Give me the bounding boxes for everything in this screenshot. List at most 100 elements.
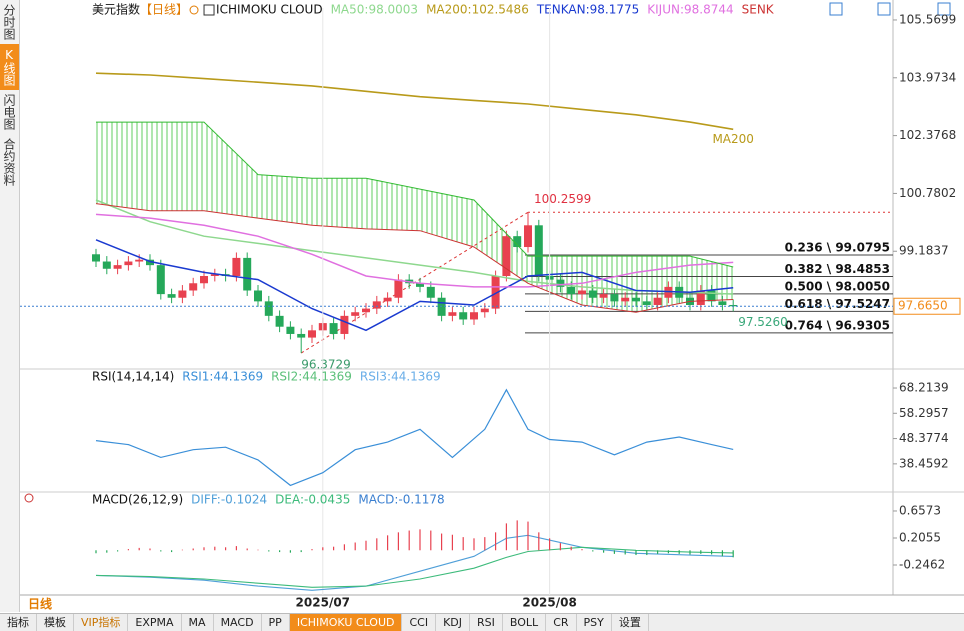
icon [24, 493, 34, 503]
last-price-box [893, 297, 961, 315]
candle-body [470, 312, 478, 320]
toolbar-tab[interactable]: EXPMA [128, 614, 182, 631]
y-tick-label: 68.2139 [899, 381, 949, 395]
legend-entry: MA200:102.5486 [426, 3, 529, 17]
legend-entry: KIJUN:98.8744 [647, 3, 733, 17]
annotation: 97.5260 [738, 315, 788, 329]
legend-entry: RSI2:44.1369 [271, 370, 352, 384]
macd-line [95, 546, 734, 588]
candle-body [178, 290, 187, 298]
toolbar-tab[interactable]: 指标 [0, 614, 37, 631]
toolbar-tab[interactable]: CR [546, 614, 577, 631]
toolbar-tab[interactable]: PSY [577, 614, 612, 631]
candle-body [102, 261, 111, 269]
toolbar-tab[interactable]: MA [182, 614, 214, 631]
sidebar-tab[interactable]: 闪电图 [2, 94, 16, 130]
candle-body [362, 308, 370, 313]
legend-entry: MA50:98.0003 [331, 3, 419, 17]
candle-body [524, 225, 532, 248]
legend-entry: MACD(26,12,9) [92, 493, 183, 507]
legend-entry: DIFF:-0.1024 [191, 493, 267, 507]
legend-entry: RSI3:44.1369 [360, 370, 441, 384]
candle-body [200, 276, 208, 284]
x-tick-label: 2025/08 [522, 596, 576, 610]
y-tick-label: 0.6573 [899, 503, 941, 517]
toolbar-tab[interactable]: CCI [402, 614, 437, 631]
candle-body [729, 304, 738, 307]
candle-body [92, 254, 100, 262]
low-label: 96.3729 [301, 358, 351, 372]
candle-body [632, 297, 640, 302]
sidebar-tab[interactable]: 分时图 [2, 4, 16, 40]
candle-body [416, 283, 424, 287]
y-tick-label: 0.2055 [899, 530, 941, 544]
toolbar-tab[interactable]: PP [262, 614, 290, 631]
candle-body [480, 308, 489, 313]
toolbar-tab[interactable]: VIP指标 [74, 614, 129, 631]
sidebar-tab[interactable]: K线图 [0, 44, 19, 90]
candle-body [372, 301, 381, 309]
toolbar-tab[interactable]: BOLL [503, 614, 547, 631]
sidebar: 分时图 K线图闪电图合约资料 [0, 0, 20, 612]
legend-entry: 【日线】 [140, 3, 188, 17]
icon[interactable] [937, 2, 951, 16]
line-end-label: MA200 [712, 132, 753, 146]
candle-body [621, 297, 630, 302]
candle-body [718, 301, 727, 305]
indicator-line [95, 239, 734, 332]
legend-entry: RSI1:44.1369 [182, 370, 263, 384]
y-tick-label: 58.2957 [899, 406, 949, 420]
legend-entry: 美元指数 [92, 2, 140, 17]
cloud-fill [96, 122, 734, 313]
candle-body [124, 261, 133, 266]
y-tick-label: 99.1837 [899, 244, 949, 258]
macd-line [95, 534, 734, 591]
candle-body [437, 297, 446, 316]
indicator-line [95, 72, 734, 131]
toolbar-tab[interactable]: 设置 [612, 614, 649, 631]
candle-body [534, 225, 543, 277]
icon [203, 4, 215, 16]
cloud-line [96, 121, 734, 268]
period-label[interactable]: 日线 [28, 597, 53, 611]
candle-body [286, 326, 295, 334]
toolbar-tab[interactable]: KDJ [436, 614, 471, 631]
y-tick-label: 105.5699 [899, 12, 956, 26]
candle-body [167, 294, 176, 298]
candle-body [113, 265, 122, 269]
sidebar-tab[interactable]: 合约资料 [2, 138, 16, 186]
icon[interactable] [829, 2, 843, 16]
candle-body [146, 259, 154, 266]
candle-body [308, 330, 316, 338]
candle-body [513, 236, 522, 248]
candle-body [329, 323, 338, 334]
last-price-label: 97.6650 [898, 299, 948, 313]
candle-body [459, 312, 468, 320]
candle-body [588, 290, 597, 298]
toolbar-tab[interactable]: MACD [214, 614, 262, 631]
candle-body [156, 265, 165, 295]
candle-body [653, 297, 662, 305]
y-tick-label: 102.3768 [899, 128, 956, 142]
legend-entry: ICHIMOKU CLOUD [216, 3, 323, 17]
legend-entry: TENKAN:98.1775 [536, 3, 639, 17]
legend-entry: SENK [742, 3, 775, 17]
candle-body [426, 286, 435, 298]
icon [189, 5, 199, 15]
candle-body [264, 301, 273, 316]
legend-entry: RSI(14,14,14) [92, 370, 174, 384]
y-tick-label: 38.4592 [899, 456, 949, 470]
candle-body [351, 312, 360, 316]
icon[interactable] [877, 2, 891, 16]
candle-body [610, 294, 619, 302]
fib-label: 0.236 \ 99.0795 [785, 241, 890, 255]
toolbar-tab[interactable]: 模板 [37, 614, 74, 631]
toolbar-tab[interactable]: RSI [470, 614, 503, 631]
candle-body [210, 274, 219, 277]
toolbar-tab[interactable]: ICHIMOKU CLOUD [289, 614, 403, 631]
y-tick-label: 100.7802 [899, 186, 956, 200]
candle-body [135, 259, 144, 262]
candle-body [578, 290, 586, 295]
